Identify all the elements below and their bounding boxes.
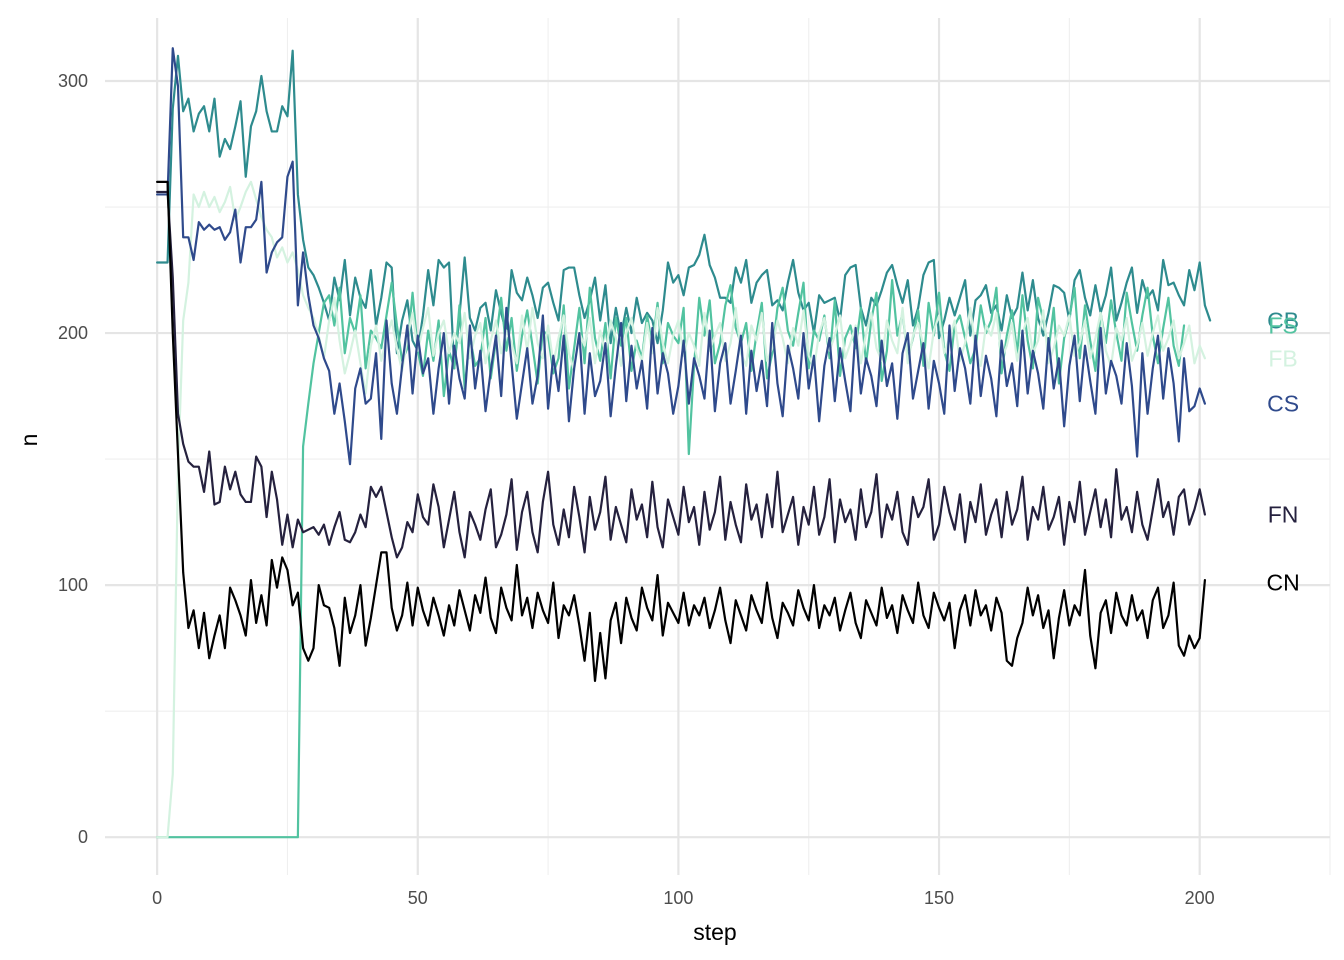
x-tick-label: 150 <box>924 888 954 908</box>
y-tick-label: 300 <box>58 71 88 91</box>
y-axis-title: n <box>16 434 42 447</box>
y-tick-label: 0 <box>78 827 88 847</box>
series-label-cs: CS <box>1267 391 1299 417</box>
series-line-fb <box>156 180 1206 839</box>
x-tick-label: 50 <box>408 888 428 908</box>
x-tick-label: 200 <box>1185 888 1215 908</box>
x-axis-title: step <box>693 919 736 945</box>
series-label-fn: FN <box>1268 502 1299 528</box>
gridlines <box>105 18 1331 875</box>
series-label-fs: FS <box>1268 313 1297 339</box>
series-label-fb: FB <box>1268 345 1297 371</box>
y-tick-label: 100 <box>58 575 88 595</box>
series-line-fn <box>156 190 1206 559</box>
series-label-cb: CB <box>1267 307 1299 333</box>
y-axis-ticks: 0 100 200 300 <box>58 71 88 847</box>
series-lines <box>156 47 1212 839</box>
x-tick-label: 100 <box>663 888 693 908</box>
x-tick-label: 0 <box>152 888 162 908</box>
series-label-cn: CN <box>1266 570 1299 596</box>
series-line-cb <box>156 49 1212 370</box>
series-line-cn <box>156 180 1206 683</box>
series-line-cs <box>156 47 1206 466</box>
series-line-fs <box>156 279 1186 839</box>
y-tick-label: 200 <box>58 323 88 343</box>
x-axis-ticks: 0 50 100 150 200 <box>152 888 1215 908</box>
